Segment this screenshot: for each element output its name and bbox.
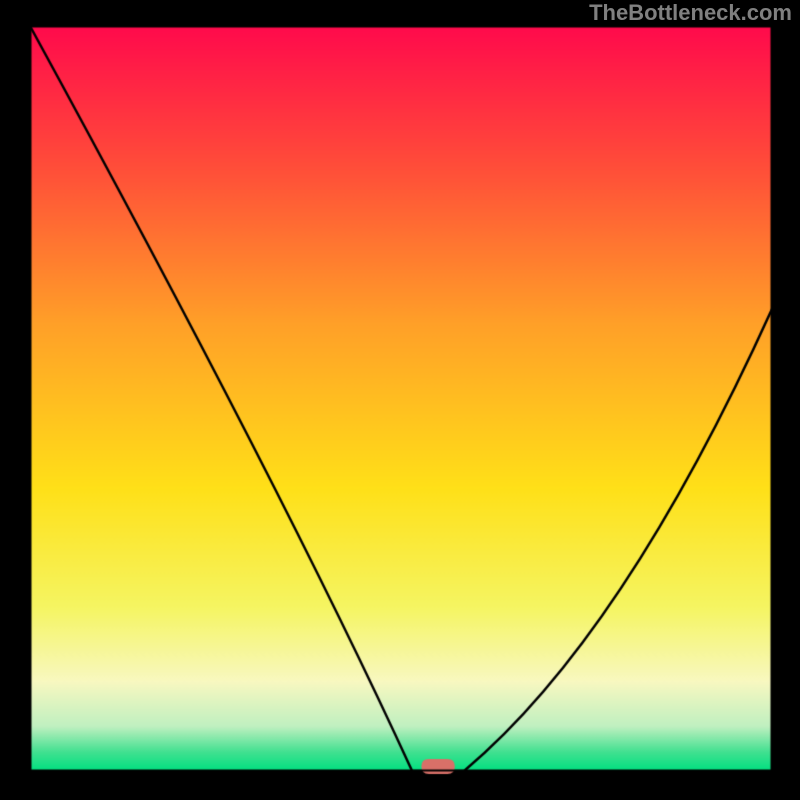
bottleneck-chart-canvas (0, 0, 800, 800)
watermark-label: TheBottleneck.com (589, 0, 792, 26)
chart-container: TheBottleneck.com (0, 0, 800, 800)
